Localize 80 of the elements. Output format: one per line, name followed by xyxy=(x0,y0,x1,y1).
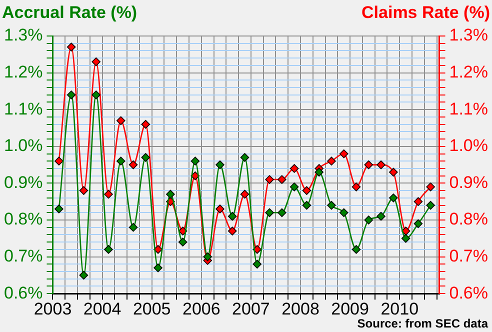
y2-tick-label: 1.2% xyxy=(449,62,488,82)
point xyxy=(54,156,64,166)
y-tick-label: 1.3% xyxy=(4,26,43,45)
point xyxy=(116,156,126,166)
x-tick-label: 2007 xyxy=(232,299,270,318)
point xyxy=(79,270,88,280)
point xyxy=(66,42,76,52)
point xyxy=(141,120,150,129)
y2-tick-label: 0.9% xyxy=(449,172,488,192)
point xyxy=(203,252,212,262)
point xyxy=(376,160,386,170)
point xyxy=(414,197,423,206)
point xyxy=(178,238,188,246)
x-tick-label: 2010 xyxy=(380,299,419,318)
source-note: Source: from SEC data xyxy=(357,316,488,330)
point xyxy=(302,200,312,210)
point xyxy=(290,164,299,173)
point xyxy=(278,175,286,184)
y-tick-label: 0.8% xyxy=(4,210,43,229)
point xyxy=(290,182,299,192)
point xyxy=(79,186,88,195)
point xyxy=(339,208,348,218)
y2-tick-label: 0.6% xyxy=(449,283,488,302)
point xyxy=(401,234,410,243)
y-axis-title: Accrual Rate (%) xyxy=(2,3,138,22)
y2-tick-label: 1.1% xyxy=(449,99,488,118)
point xyxy=(141,153,150,162)
point xyxy=(240,190,250,199)
y-tick-label: 1.0% xyxy=(4,136,43,156)
point xyxy=(104,190,113,199)
point xyxy=(154,263,162,272)
x-tick-label: 2004 xyxy=(83,299,122,318)
point xyxy=(352,245,361,254)
point xyxy=(352,182,361,192)
y-tick-label: 0.9% xyxy=(4,172,43,192)
point xyxy=(154,245,162,254)
x-tick-label: 2006 xyxy=(182,299,220,318)
x-tick-label: 2008 xyxy=(282,299,320,318)
point xyxy=(128,160,138,170)
y-tick-label: 1.1% xyxy=(4,99,43,118)
point xyxy=(116,116,126,126)
point xyxy=(104,245,113,254)
point xyxy=(216,160,224,170)
y2-tick-label: 0.8% xyxy=(449,210,488,229)
point xyxy=(314,168,324,177)
point xyxy=(252,260,262,269)
point xyxy=(228,226,237,236)
point xyxy=(278,208,286,218)
y-tick-label: 0.7% xyxy=(4,246,43,266)
point xyxy=(240,153,250,162)
y2-tick-label: 1.0% xyxy=(449,136,488,156)
point xyxy=(216,204,224,214)
point xyxy=(339,149,348,158)
x-tick-label: 2005 xyxy=(132,299,171,318)
point xyxy=(265,208,274,218)
point xyxy=(66,90,76,100)
point xyxy=(54,204,64,214)
point xyxy=(426,200,435,210)
x-tick-label: 2009 xyxy=(331,299,369,318)
y2-tick-label: 0.7% xyxy=(449,246,488,266)
point xyxy=(376,212,386,221)
point xyxy=(228,212,237,221)
point xyxy=(364,216,374,224)
point xyxy=(265,175,274,184)
point xyxy=(364,160,374,170)
point xyxy=(327,156,336,166)
point xyxy=(389,194,398,202)
point xyxy=(190,156,200,166)
point xyxy=(302,186,312,195)
y-tick-label: 1.2% xyxy=(4,62,43,82)
point xyxy=(92,57,101,66)
y2-tick-label: 1.3% xyxy=(449,26,488,45)
point xyxy=(327,200,336,210)
point xyxy=(414,219,423,228)
point xyxy=(426,182,435,192)
point xyxy=(166,190,175,199)
y2-axis-title: Claims Rate (%) xyxy=(362,3,490,22)
point xyxy=(389,168,398,177)
point xyxy=(128,222,138,232)
point xyxy=(92,90,101,100)
